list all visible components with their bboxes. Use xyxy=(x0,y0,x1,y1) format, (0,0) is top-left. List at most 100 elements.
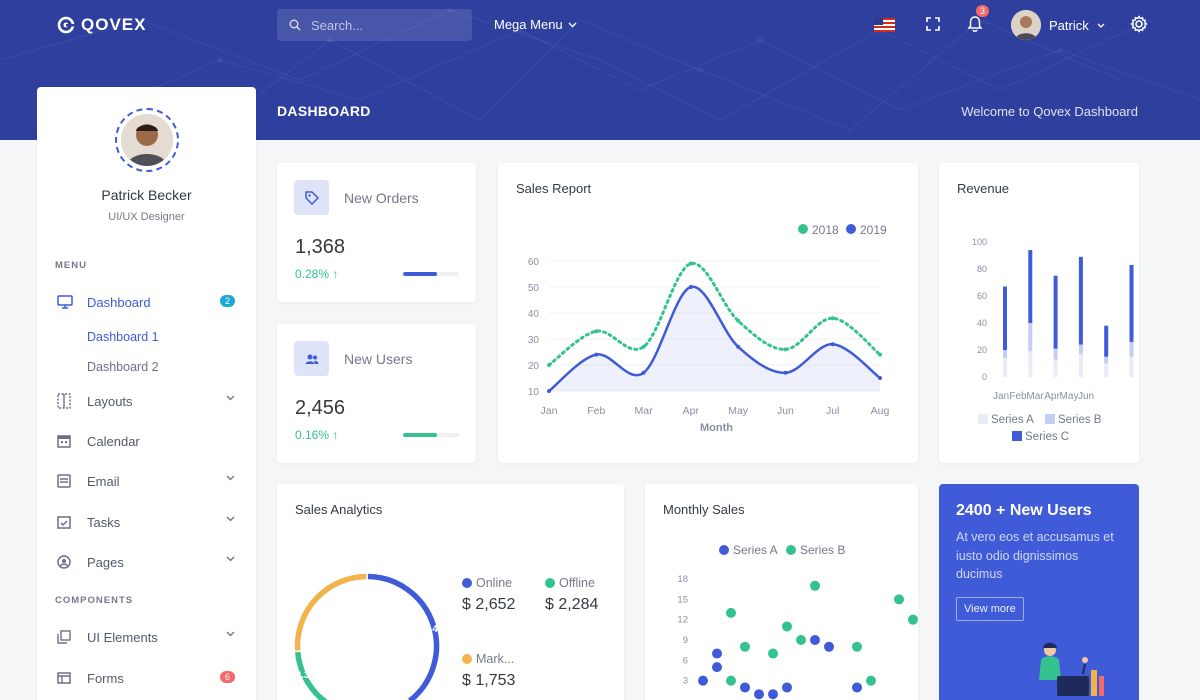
legend-dot xyxy=(462,578,472,588)
bar-segment xyxy=(1129,341,1134,357)
series-2019-point xyxy=(783,370,788,375)
profile-avatar[interactable] xyxy=(115,108,179,172)
x-tick-label: May xyxy=(1060,391,1079,402)
y-tick-label: 3 xyxy=(683,676,688,687)
y-tick-label: 20 xyxy=(528,361,540,372)
tag-icon xyxy=(304,190,319,205)
series-2019-point xyxy=(878,376,882,380)
legend-online: Online xyxy=(462,576,512,590)
new-orders-card: New Orders 1,368 0.28% ↑ xyxy=(277,163,476,302)
sidebar-item-ui-elements[interactable]: UI Elements xyxy=(57,626,237,648)
menu-section-title: MENU xyxy=(55,260,87,271)
series-2019-point xyxy=(547,389,551,393)
bar-segment xyxy=(1003,286,1007,350)
series-2018-line xyxy=(547,262,882,367)
fullscreen-icon[interactable] xyxy=(926,17,940,31)
components-section-title: COMPONENTS xyxy=(55,595,134,606)
notifications-button[interactable]: 3 xyxy=(967,5,990,38)
slice-label: 4 xyxy=(432,624,438,635)
mega-menu-dropdown[interactable]: Mega Menu xyxy=(494,17,577,32)
forms-icon xyxy=(57,672,71,684)
x-tick-label: Jan xyxy=(993,391,1009,402)
y-tick-label: 18 xyxy=(677,574,688,585)
donut-slice xyxy=(366,572,441,700)
profile-role: UI/UX Designer xyxy=(108,211,185,223)
sidebar-item-label: Dashboard xyxy=(87,294,151,310)
revenue-chart: 0 20 40 60 80 100 Jan Feb Mar Apr May Jun Series A Se… xyxy=(972,237,1134,443)
legend-dot xyxy=(545,578,555,588)
card-title: Revenue xyxy=(957,181,1010,196)
sidebar-subitem-dashboard-1[interactable]: Dashboard 1 xyxy=(87,330,159,344)
sidebar-item-tasks[interactable]: Tasks xyxy=(57,511,237,533)
bar-segment xyxy=(1104,363,1109,377)
x-tick-label: Apr xyxy=(1044,391,1060,402)
top-navbar: QOVEX Mega Menu xyxy=(0,0,1200,50)
legend-marker xyxy=(978,414,988,424)
x-tick-label: Mar xyxy=(635,405,654,417)
bar-segment xyxy=(1053,359,1058,377)
scatter-point xyxy=(726,607,736,618)
dashboard-badge: 2 xyxy=(219,295,235,307)
stat-percent: 0.16% ↑ xyxy=(295,428,339,442)
bar-segment xyxy=(1028,323,1033,352)
card-title: Sales Report xyxy=(516,181,592,196)
y-tick-label: 20 xyxy=(977,345,987,355)
user-dropdown[interactable]: Patrick xyxy=(1011,10,1105,40)
sidebar-item-forms[interactable]: Forms 6 xyxy=(57,667,237,689)
notification-badge: 3 xyxy=(976,5,990,17)
x-tick-label: Jan xyxy=(541,405,558,417)
sidebar-subitem-dashboard-2[interactable]: Dashboard 2 xyxy=(87,360,159,374)
card-title: Sales Analytics xyxy=(295,502,383,517)
y-tick-label: 15 xyxy=(677,594,688,605)
legend-marker xyxy=(846,224,856,234)
legend-label: Series C xyxy=(1025,431,1069,443)
series-2018-point xyxy=(878,352,882,357)
bar-segment xyxy=(1003,350,1007,359)
series-2018-point xyxy=(736,318,741,323)
revenue-card: Revenue 0 20 40 60 80 100 Jan Feb Mar Apr May Jun Se… xyxy=(939,163,1139,463)
scatter-point xyxy=(852,682,862,693)
scatter-point xyxy=(810,635,820,645)
gear-icon[interactable] xyxy=(1130,15,1148,33)
sales-report-chart: 10 20 30 40 50 60 Jan Feb Mar Apr May Jun Jul Aug Mont… xyxy=(528,223,890,434)
sidebar-item-pages[interactable]: Pages xyxy=(57,551,237,573)
legend-marker xyxy=(798,224,808,234)
legend-dot xyxy=(462,654,472,664)
page-title: DASHBOARD xyxy=(277,103,371,119)
legend-marker xyxy=(786,545,796,555)
brand-logo[interactable]: QOVEX xyxy=(57,15,146,35)
y-tick-label: 50 xyxy=(528,283,540,294)
scatter-point xyxy=(712,662,722,673)
sidebar-item-calendar[interactable]: Calendar xyxy=(57,430,237,452)
card-title: Monthly Sales xyxy=(663,502,745,517)
stat-progress-fill xyxy=(403,272,437,276)
sidebar-item-dashboard[interactable]: Dashboard 2 xyxy=(57,291,237,313)
scatter-point xyxy=(852,641,862,652)
bar-segment xyxy=(1028,250,1033,323)
user-avatar-image xyxy=(1011,10,1041,40)
promo-text: At vero eos et accusamus et iusto odio d… xyxy=(956,530,1114,581)
search-box[interactable] xyxy=(277,9,472,41)
legend-label: Mark... xyxy=(476,652,515,666)
legend-marketing: Mark... xyxy=(462,652,514,666)
users-icon xyxy=(305,354,318,364)
series-2018-point xyxy=(830,316,835,321)
series-2019-point xyxy=(641,370,646,375)
stat-progress xyxy=(403,272,459,276)
y-tick-label: 60 xyxy=(977,291,987,301)
sidebar-item-label: Pages xyxy=(87,554,124,570)
legend-marker xyxy=(1012,431,1022,441)
us-flag-icon[interactable] xyxy=(874,18,895,32)
person-laptop-illustration xyxy=(1039,642,1104,696)
bar-segment xyxy=(1003,358,1007,377)
sidebar-item-email[interactable]: Email xyxy=(57,470,237,492)
scatter-point xyxy=(824,641,834,652)
brand-name: QOVEX xyxy=(81,15,147,34)
search-input[interactable] xyxy=(311,17,461,33)
tag-icon-box xyxy=(294,180,329,215)
bar-segment xyxy=(1078,354,1083,377)
sidebar-item-layouts[interactable]: Layouts xyxy=(57,390,237,412)
marketing-value: $ 1,753 xyxy=(462,672,516,689)
x-tick-label: Aug xyxy=(871,405,890,417)
view-more-button[interactable]: View more xyxy=(956,597,1024,621)
